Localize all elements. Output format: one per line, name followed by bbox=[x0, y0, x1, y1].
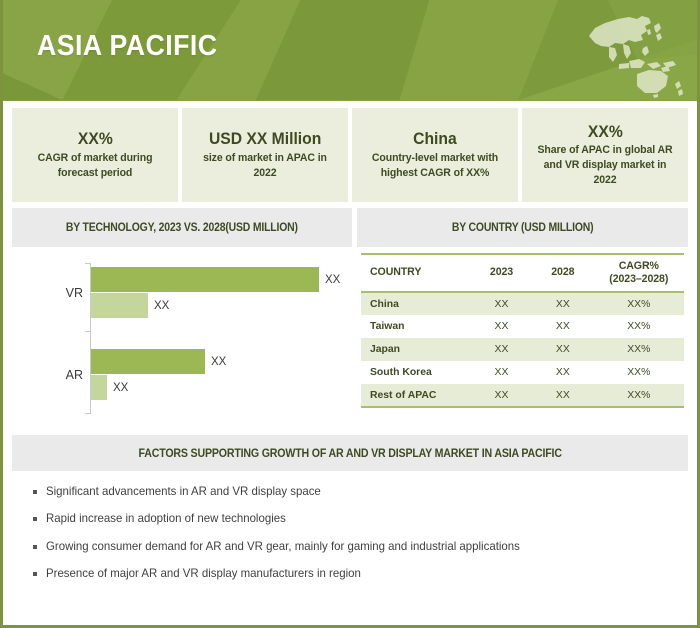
chart-bar-label-ar-2028: XX bbox=[211, 356, 227, 368]
kpi-card-cagr: XX% CAGR of market during forecast perio… bbox=[12, 108, 178, 202]
chart-bar-vr-2023 bbox=[91, 293, 148, 318]
chart-bar-label-vr-2028: XX bbox=[325, 274, 341, 286]
list-item: Rapid increase in adoption of new techno… bbox=[33, 511, 688, 526]
country-panel-heading: BY COUNTRY (USD MILLION) bbox=[357, 208, 688, 247]
cell-cagr: XX% bbox=[593, 384, 684, 408]
kpi-card-row: XX% CAGR of market during forecast perio… bbox=[3, 101, 697, 208]
middle-section: BY TECHNOLOGY, 2023 VS. 2028(USD MILLION… bbox=[3, 208, 697, 428]
axis-tick bbox=[85, 331, 91, 332]
cagr-header-line1: CAGR% bbox=[618, 260, 659, 272]
table-row: South Korea XX XX XX% bbox=[361, 361, 684, 384]
list-item: Significant advancements in AR and VR di… bbox=[33, 484, 688, 499]
chart-y-axis bbox=[90, 263, 91, 413]
cell-country: China bbox=[361, 292, 471, 315]
kpi-card-global-share: XX% Share of APAC in global AR and VR di… bbox=[522, 108, 688, 202]
technology-panel-heading-text: BY TECHNOLOGY, 2023 VS. 2028(USD MILLION… bbox=[66, 221, 298, 234]
list-item: Presence of major AR and VR display manu… bbox=[33, 566, 688, 581]
factor-text: Significant advancements in AR and VR di… bbox=[46, 484, 321, 498]
kpi-value: USD XX Million bbox=[208, 130, 322, 149]
cell-cagr: XX% bbox=[593, 292, 684, 315]
asia-pacific-map-icon bbox=[589, 16, 683, 98]
cell-cagr: XX% bbox=[593, 338, 684, 361]
technology-bar-chart: VR XX XX AR XX XX bbox=[12, 247, 352, 428]
cell-2023: XX bbox=[470, 338, 533, 361]
square-bullet-icon bbox=[33, 490, 37, 494]
technology-panel-heading: BY TECHNOLOGY, 2023 VS. 2028(USD MILLION… bbox=[12, 208, 352, 247]
kpi-description: Country-level market with highest CAGR o… bbox=[371, 151, 499, 179]
column-header-country: COUNTRY bbox=[361, 253, 471, 293]
axis-tick bbox=[85, 413, 91, 414]
factor-text: Rapid increase in adoption of new techno… bbox=[46, 511, 286, 526]
technology-panel: BY TECHNOLOGY, 2023 VS. 2028(USD MILLION… bbox=[12, 208, 352, 428]
table-row: China XX XX XX% bbox=[361, 292, 684, 315]
kpi-value: China bbox=[413, 130, 457, 149]
cell-2023: XX bbox=[494, 367, 509, 378]
kpi-value: XX% bbox=[587, 122, 623, 141]
chart-bar-label-ar-2023: XX bbox=[113, 382, 129, 394]
factor-text: Growing consumer demand for AR and VR ge… bbox=[46, 538, 520, 553]
square-bullet-icon bbox=[33, 517, 37, 522]
country-table-wrapper: COUNTRY 2023 2028 CAGR% (2023–2028) Chin… bbox=[357, 247, 688, 428]
cell-2028: XX bbox=[532, 384, 594, 408]
chart-plot-area: VR XX XX AR XX XX bbox=[66, 253, 346, 421]
column-header-2023: 2023 bbox=[470, 253, 533, 293]
kpi-description: size of market in APAC in 2022 bbox=[203, 151, 327, 179]
kpi-card-top-country: China Country-level market with highest … bbox=[352, 108, 518, 202]
chart-category-label: VR bbox=[65, 286, 83, 300]
cell-2023: XX bbox=[470, 384, 533, 408]
factors-heading: FACTORS SUPPORTING GROWTH OF AR AND VR D… bbox=[12, 435, 688, 471]
cell-cagr: XX% bbox=[627, 321, 651, 332]
kpi-description: CAGR of market during forecast period bbox=[37, 151, 153, 179]
cell-2023: XX bbox=[470, 292, 533, 315]
square-bullet-icon bbox=[33, 571, 37, 576]
country-panel: BY COUNTRY (USD MILLION) COUNTRY 2023 20… bbox=[357, 208, 688, 428]
table-row: Rest of APAC XX XX XX% bbox=[361, 384, 684, 408]
chart-bar-vr-2028 bbox=[91, 267, 319, 292]
axis-tick bbox=[85, 263, 91, 264]
factor-text: Presence of major AR and VR display manu… bbox=[46, 565, 361, 580]
cell-2028: XX bbox=[555, 321, 570, 332]
kpi-card-market-size: USD XX Million size of market in APAC in… bbox=[182, 108, 348, 202]
country-panel-heading-text: BY COUNTRY (USD MILLION) bbox=[451, 221, 594, 234]
column-header-cagr: CAGR% (2023–2028) bbox=[593, 253, 684, 293]
cell-country: Japan bbox=[361, 338, 471, 361]
chart-bar-ar-2028 bbox=[91, 349, 205, 374]
kpi-description: Share of APAC in global AR and VR displa… bbox=[537, 144, 673, 187]
cell-2028: XX bbox=[532, 338, 594, 361]
table-row: Taiwan XX XX XX% bbox=[361, 315, 684, 338]
chart-bar-ar-2023 bbox=[91, 375, 107, 400]
cell-2028: XX bbox=[555, 367, 570, 378]
chart-category-label: AR bbox=[65, 368, 83, 382]
table-header-row: COUNTRY 2023 2028 CAGR% (2023–2028) bbox=[361, 253, 684, 293]
cell-country: Rest of APAC bbox=[361, 384, 471, 408]
page-title: ASIA PACIFIC bbox=[37, 30, 218, 62]
chart-bar-label-vr-2023: XX bbox=[154, 300, 170, 312]
column-header-2028: 2028 bbox=[532, 253, 594, 293]
table-row: Japan XX XX XX% bbox=[361, 338, 684, 361]
factors-heading-text: FACTORS SUPPORTING GROWTH OF AR AND VR D… bbox=[138, 446, 562, 460]
cell-country: South Korea bbox=[370, 367, 432, 378]
cell-cagr: XX% bbox=[627, 367, 651, 378]
square-bullet-icon bbox=[33, 544, 37, 549]
list-item: Growing consumer demand for AR and VR ge… bbox=[33, 539, 688, 554]
cell-2028: XX bbox=[532, 292, 594, 315]
kpi-value: XX% bbox=[77, 130, 113, 149]
cell-country: Taiwan bbox=[370, 321, 405, 332]
cagr-header-line2: (2023–2028) bbox=[609, 272, 669, 285]
factors-list: Significant advancements in AR and VR di… bbox=[3, 471, 697, 588]
page-header: ASIA PACIFIC bbox=[3, 0, 697, 101]
country-table: COUNTRY 2023 2028 CAGR% (2023–2028) Chin… bbox=[361, 253, 684, 408]
cell-2023: XX bbox=[494, 321, 509, 332]
